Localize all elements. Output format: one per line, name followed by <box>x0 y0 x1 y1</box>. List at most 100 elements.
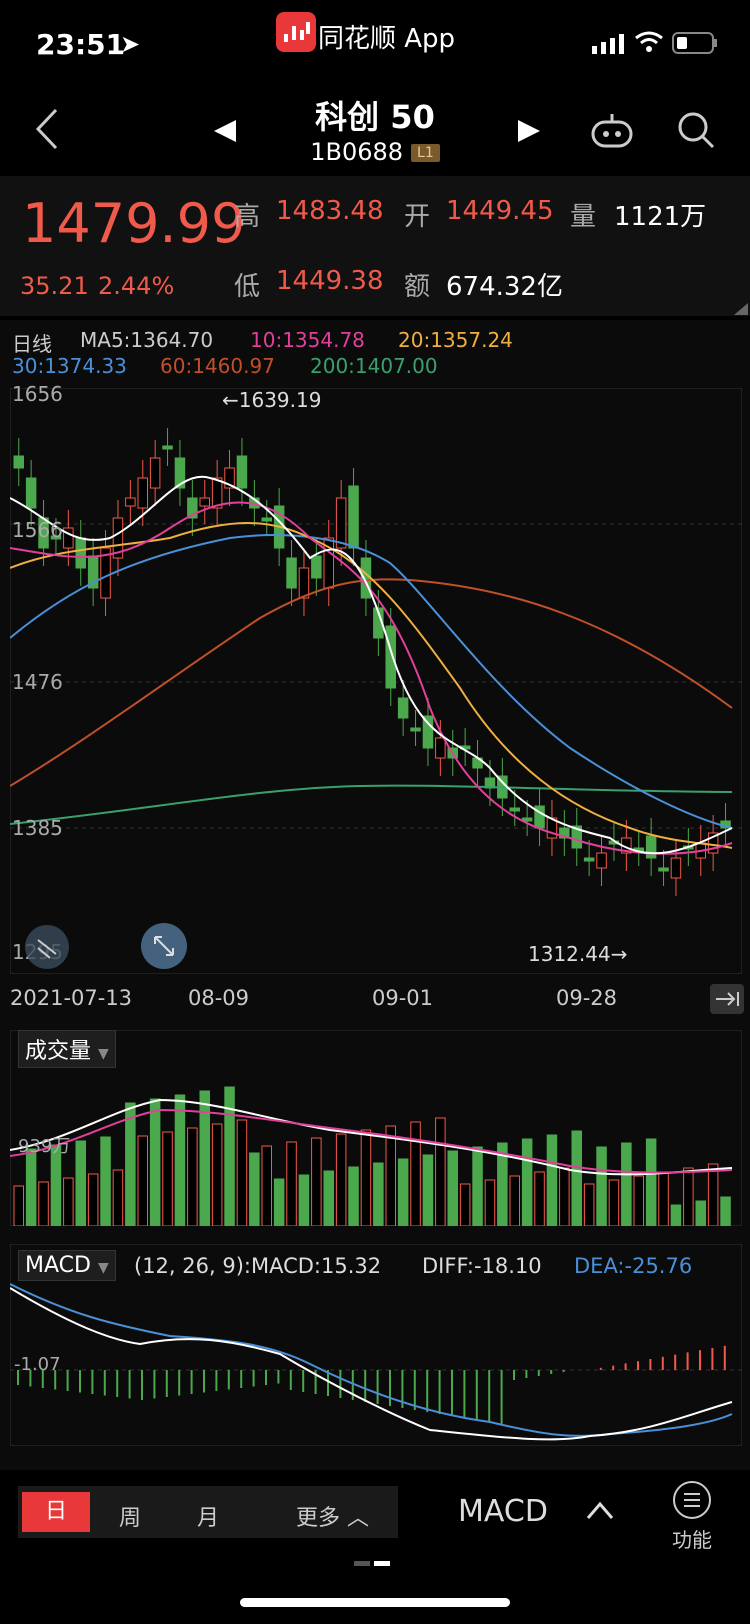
tab-more-label: 更多 <box>296 1506 341 1531</box>
battery-icon <box>672 32 718 58</box>
volume-bar <box>397 1158 409 1226</box>
page-indicator <box>354 1552 394 1571</box>
candle <box>50 535 62 540</box>
volume-bar <box>484 1179 496 1226</box>
candle <box>100 547 111 599</box>
volume-bar <box>38 1181 49 1226</box>
kline-chart[interactable] <box>10 388 742 974</box>
scroll-latest-icon[interactable] <box>710 984 744 1018</box>
amount-label: 额 <box>404 272 431 302</box>
tab-week[interactable]: 周 <box>118 1506 141 1531</box>
candle <box>187 497 198 519</box>
volume-bar <box>422 1154 434 1226</box>
volume-bar <box>621 1142 632 1226</box>
macd-params: (12, 26, 9):MACD:15.32 <box>134 1254 382 1278</box>
func-label[interactable]: 功能 <box>672 1528 712 1552</box>
volume-bar <box>720 1196 731 1226</box>
tab-day[interactable]: 日 <box>22 1492 90 1532</box>
volume-value: 1121万 <box>614 202 707 232</box>
signal-icon <box>592 34 626 58</box>
tab-month[interactable]: 月 <box>196 1506 219 1531</box>
volume-bar <box>583 1183 595 1226</box>
volume-bar <box>13 1185 24 1226</box>
candle <box>137 477 148 509</box>
candle <box>348 485 359 549</box>
macd-diff: DIFF:-18.10 <box>422 1254 542 1278</box>
status-time: 23:51 <box>36 28 126 61</box>
ma5-legend: MA5:1364.70 <box>80 328 214 352</box>
candle <box>571 825 582 849</box>
back-icon[interactable] <box>34 108 60 154</box>
volume-indicator-select[interactable]: 成交量 ▼ <box>18 1030 116 1068</box>
volume-bar <box>125 1102 136 1226</box>
volume-bar <box>112 1169 124 1226</box>
volume-bar <box>459 1183 471 1226</box>
date-axis-label: 09-01 <box>372 986 434 1010</box>
candle <box>125 497 136 507</box>
volume-bar <box>174 1094 186 1226</box>
macd-scale: -1.07 <box>14 1354 61 1375</box>
search-icon[interactable] <box>676 110 716 154</box>
price-axis-label: 1385 <box>12 816 63 840</box>
volume-bar <box>435 1117 446 1226</box>
prev-stock-icon[interactable] <box>212 118 238 148</box>
high-annotation: ←1639.19 <box>222 388 322 412</box>
chart-area <box>0 320 750 1470</box>
low-annotation: 1312.44→ <box>528 942 628 966</box>
volume-bar <box>596 1146 607 1226</box>
candle <box>422 715 434 749</box>
volume-bar <box>645 1138 657 1226</box>
date-axis-label: 09-28 <box>556 986 618 1010</box>
candle <box>645 835 657 859</box>
volume-bar <box>100 1136 111 1226</box>
menu-icon[interactable] <box>672 1480 712 1524</box>
macd-chart[interactable] <box>10 1244 742 1446</box>
volume-bar <box>695 1200 706 1226</box>
candle <box>199 497 210 507</box>
volume-bar <box>187 1127 198 1226</box>
candle <box>149 457 161 489</box>
candle <box>385 625 396 689</box>
tab-more[interactable]: 更多 ︿ <box>296 1500 369 1532</box>
volume-bar <box>149 1098 161 1226</box>
candle <box>261 517 272 522</box>
candle <box>707 832 719 854</box>
collapse-icon[interactable] <box>24 924 70 974</box>
current-price: 1479.99 <box>22 192 246 255</box>
stock-code: 1B0688 L1 <box>0 138 750 166</box>
volume-bar <box>385 1125 396 1226</box>
volume-bar <box>373 1162 384 1226</box>
robot-icon[interactable] <box>590 110 634 154</box>
indicator-select[interactable]: MACD <box>458 1494 548 1529</box>
candle <box>311 555 322 579</box>
candle <box>174 457 186 489</box>
ma30-legend: 30:1374.33 <box>12 354 127 378</box>
price-axis-label: 1656 <box>12 382 63 406</box>
next-stock-icon[interactable] <box>516 118 542 148</box>
volume-bar <box>249 1152 260 1226</box>
volume-bar <box>236 1119 248 1226</box>
candle <box>236 455 248 489</box>
candle <box>596 852 607 869</box>
fullscreen-icon[interactable] <box>140 922 188 974</box>
volume-bar <box>75 1140 86 1226</box>
open-value: 1449.45 <box>446 196 554 226</box>
expand-corner-icon[interactable] <box>734 300 748 319</box>
chevron-up-icon[interactable] <box>586 1500 614 1524</box>
ma30-line <box>10 534 733 829</box>
volume-bar <box>546 1134 558 1226</box>
candle <box>286 557 297 589</box>
volume-bar <box>521 1138 533 1226</box>
amount-value: 674.32亿 <box>446 272 563 302</box>
volume-bar <box>63 1177 74 1226</box>
quote-panel <box>0 176 750 316</box>
macd-indicator-select[interactable]: MACD ▼ <box>18 1250 116 1281</box>
volume-bar <box>162 1131 173 1226</box>
vol-ma5-line <box>10 1098 733 1176</box>
date-axis-label: 2021-07-13 <box>10 986 133 1010</box>
volume-bar <box>571 1130 582 1226</box>
volume-chart[interactable] <box>10 1030 742 1226</box>
volume-scale: 939万 <box>18 1136 71 1157</box>
volume-bar <box>410 1121 421 1226</box>
macd-title: MACD <box>25 1253 91 1278</box>
